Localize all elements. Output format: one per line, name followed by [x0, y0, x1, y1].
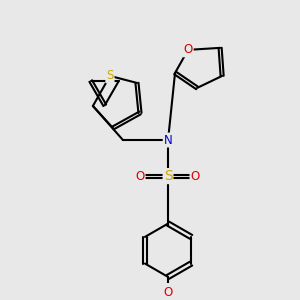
Text: N: N [164, 134, 172, 146]
Text: S: S [164, 169, 172, 183]
Text: O: O [183, 44, 193, 56]
Text: S: S [106, 69, 114, 82]
Text: O: O [135, 169, 145, 183]
Text: O: O [164, 286, 173, 299]
Text: O: O [190, 169, 200, 183]
